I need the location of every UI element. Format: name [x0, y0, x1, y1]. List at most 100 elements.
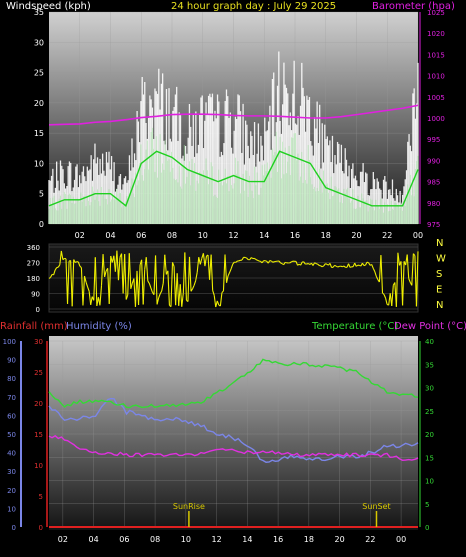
- direction-segment: [273, 262, 275, 263]
- direction-tick-label: 270: [27, 260, 40, 268]
- direction-segment: [265, 261, 267, 262]
- humidity-tick-label: 70: [7, 394, 16, 402]
- humidity-tick-label: 60: [7, 412, 16, 420]
- rainfall-tick-label: 5: [39, 493, 43, 501]
- barometer-tick-label: 985: [427, 179, 440, 187]
- wind-tick-label: 25: [34, 69, 44, 78]
- direction-segment: [256, 259, 258, 260]
- temp-x-tick-label: 00: [396, 535, 406, 544]
- wind-tick-label: 20: [34, 99, 44, 108]
- rainfall-axis-label: Rainfall (mm): [0, 321, 68, 332]
- rainfall-tick-label: 10: [34, 462, 43, 470]
- direction-segment: [350, 267, 352, 268]
- humidity-axis-label: Humidity (%): [66, 321, 132, 332]
- temp-x-tick-label: 20: [334, 535, 344, 544]
- direction-tick-label: 180: [27, 275, 40, 283]
- temp-x-tick-label: 02: [58, 535, 68, 544]
- temp-x-tick-label: 18: [304, 535, 314, 544]
- dewpoint-axis-label: Dew Point (°C): [394, 321, 466, 332]
- temperature-tick-label: 0: [425, 524, 429, 532]
- humidity-tick-label: 100: [3, 338, 16, 346]
- humidity-tick-label: 0: [12, 524, 16, 532]
- wind-x-tick-label: 18: [321, 231, 331, 240]
- direction-segment: [281, 263, 283, 264]
- wind-x-tick-label: 06: [136, 231, 146, 240]
- temperature-tick-label: 25: [425, 408, 434, 416]
- direction-tick-label: 90: [31, 291, 40, 299]
- wind-x-tick-label: 10: [198, 231, 208, 240]
- temperature-tick-label: 5: [425, 501, 429, 509]
- temperature-tick-label: 40: [425, 338, 434, 346]
- compass-letter: E: [436, 285, 442, 296]
- rainfall-tick-label: 20: [34, 400, 43, 408]
- temp-x-tick-label: 08: [150, 535, 160, 544]
- wind-x-tick-label: 22: [382, 231, 392, 240]
- compass-letter: N: [436, 238, 443, 249]
- rainfall-tick-label: 30: [34, 338, 43, 346]
- sun-marker-label: SunSet: [362, 502, 390, 511]
- wind-x-tick-label: 12: [228, 231, 238, 240]
- direction-segment: [325, 264, 327, 265]
- compass-letter: W: [436, 254, 446, 265]
- rainfall-tick-label: 25: [34, 369, 43, 377]
- rainfall-tick-label: 15: [34, 431, 43, 439]
- direction-segment: [316, 264, 318, 265]
- windspeed-axis-label: Windspeed (kph): [6, 1, 91, 12]
- direction-segment: [367, 262, 369, 263]
- temp-x-tick-label: 22: [365, 535, 375, 544]
- temp-x-tick-label: 04: [88, 535, 98, 544]
- wind-tick-label: 15: [34, 129, 44, 138]
- rainfall-tick-label: 0: [39, 524, 43, 532]
- barometer-tick-label: 1015: [427, 51, 445, 59]
- direction-segment: [245, 257, 247, 258]
- compass-letter: S: [436, 269, 442, 280]
- wind-tick-label: 5: [39, 190, 44, 199]
- humidity-tick-label: 20: [7, 487, 16, 495]
- humidity-tick-label: 80: [7, 375, 16, 383]
- sun-marker-label: SunRise: [173, 502, 205, 511]
- temp-x-tick-label: 06: [119, 535, 129, 544]
- barometer-tick-label: 980: [427, 200, 440, 208]
- temperature-tick-label: 35: [425, 361, 434, 369]
- temp-x-tick-label: 16: [273, 535, 283, 544]
- wind-x-tick-label: 16: [290, 231, 300, 240]
- direction-segment: [336, 266, 338, 267]
- barometer-tick-label: 1000: [427, 115, 445, 123]
- direction-segment: [335, 265, 337, 266]
- wind-x-tick-label: 14: [259, 231, 269, 240]
- wind-x-tick-label: 02: [75, 231, 85, 240]
- temp-x-tick-label: 14: [242, 535, 252, 544]
- barometer-tick-label: 990: [427, 157, 440, 165]
- graph-title: 24 hour graph day : July 29 2025: [171, 1, 336, 12]
- wind-x-tick-label: 08: [167, 231, 177, 240]
- humidity-tick-label: 30: [7, 468, 16, 476]
- barometer-tick-label: 975: [427, 221, 440, 229]
- direction-segment: [338, 266, 340, 267]
- direction-segment: [291, 261, 293, 262]
- temperature-tick-label: 30: [425, 385, 434, 393]
- wind-tick-label: 0: [39, 220, 44, 229]
- barometer-tick-label: 1020: [427, 30, 445, 38]
- temp-x-tick-label: 10: [181, 535, 191, 544]
- compass-letter: N: [436, 300, 443, 311]
- temperature-tick-label: 20: [425, 431, 434, 439]
- temperature-axis-label: Temperature (°C): [312, 321, 398, 332]
- direction-segment: [315, 263, 317, 264]
- wind-tick-label: 30: [34, 38, 44, 47]
- direction-tick-label: 0: [36, 306, 40, 314]
- direction-segment: [257, 260, 259, 261]
- humidity-tick-label: 90: [7, 357, 16, 365]
- wind-tick-label: 10: [34, 159, 44, 168]
- barometer-tick-label: 1010: [427, 73, 445, 81]
- wind-x-tick-label: 20: [351, 231, 361, 240]
- barometer-tick-label: 1005: [427, 94, 445, 102]
- temp-plot-area: [49, 336, 418, 530]
- wind-x-tick-label: 04: [105, 231, 115, 240]
- temperature-tick-label: 15: [425, 454, 434, 462]
- wind-x-tick-label: 00: [413, 231, 423, 240]
- humidity-tick-label: 50: [7, 431, 16, 439]
- direction-segment: [341, 266, 343, 267]
- temperature-tick-label: 10: [425, 478, 434, 486]
